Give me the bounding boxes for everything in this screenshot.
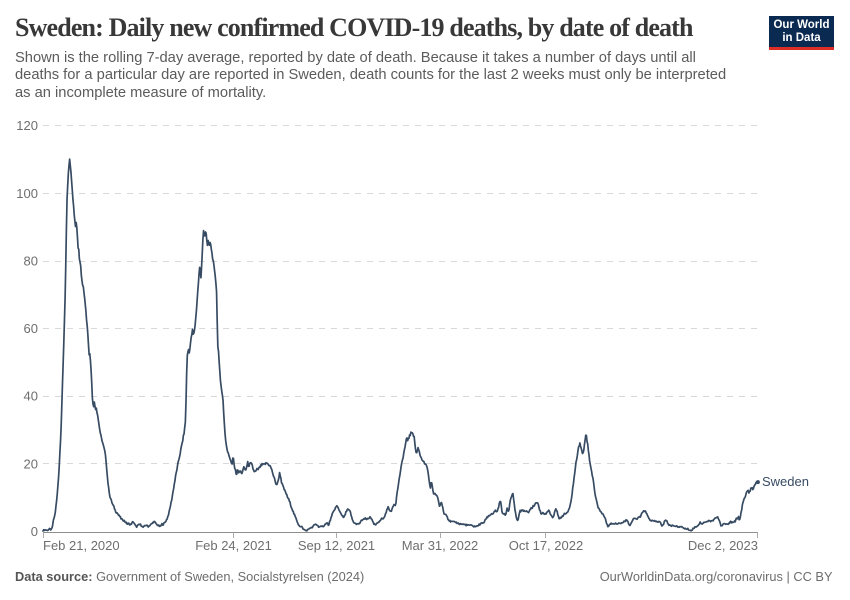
svg-text:20: 20	[24, 456, 38, 471]
svg-text:0: 0	[31, 524, 38, 539]
svg-text:Feb 21, 2020: Feb 21, 2020	[43, 538, 120, 553]
svg-text:Sweden: Sweden	[762, 474, 809, 489]
svg-text:Dec 2, 2023: Dec 2, 2023	[688, 538, 758, 553]
svg-text:80: 80	[24, 254, 38, 269]
svg-text:Sep 12, 2021: Sep 12, 2021	[298, 538, 375, 553]
svg-text:100: 100	[16, 186, 38, 201]
svg-text:40: 40	[24, 389, 38, 404]
svg-text:60: 60	[24, 321, 38, 336]
svg-text:Feb 24, 2021: Feb 24, 2021	[195, 538, 272, 553]
svg-text:Mar 31, 2022: Mar 31, 2022	[402, 538, 479, 553]
svg-text:120: 120	[16, 118, 38, 133]
svg-text:Oct 17, 2022: Oct 17, 2022	[509, 538, 583, 553]
